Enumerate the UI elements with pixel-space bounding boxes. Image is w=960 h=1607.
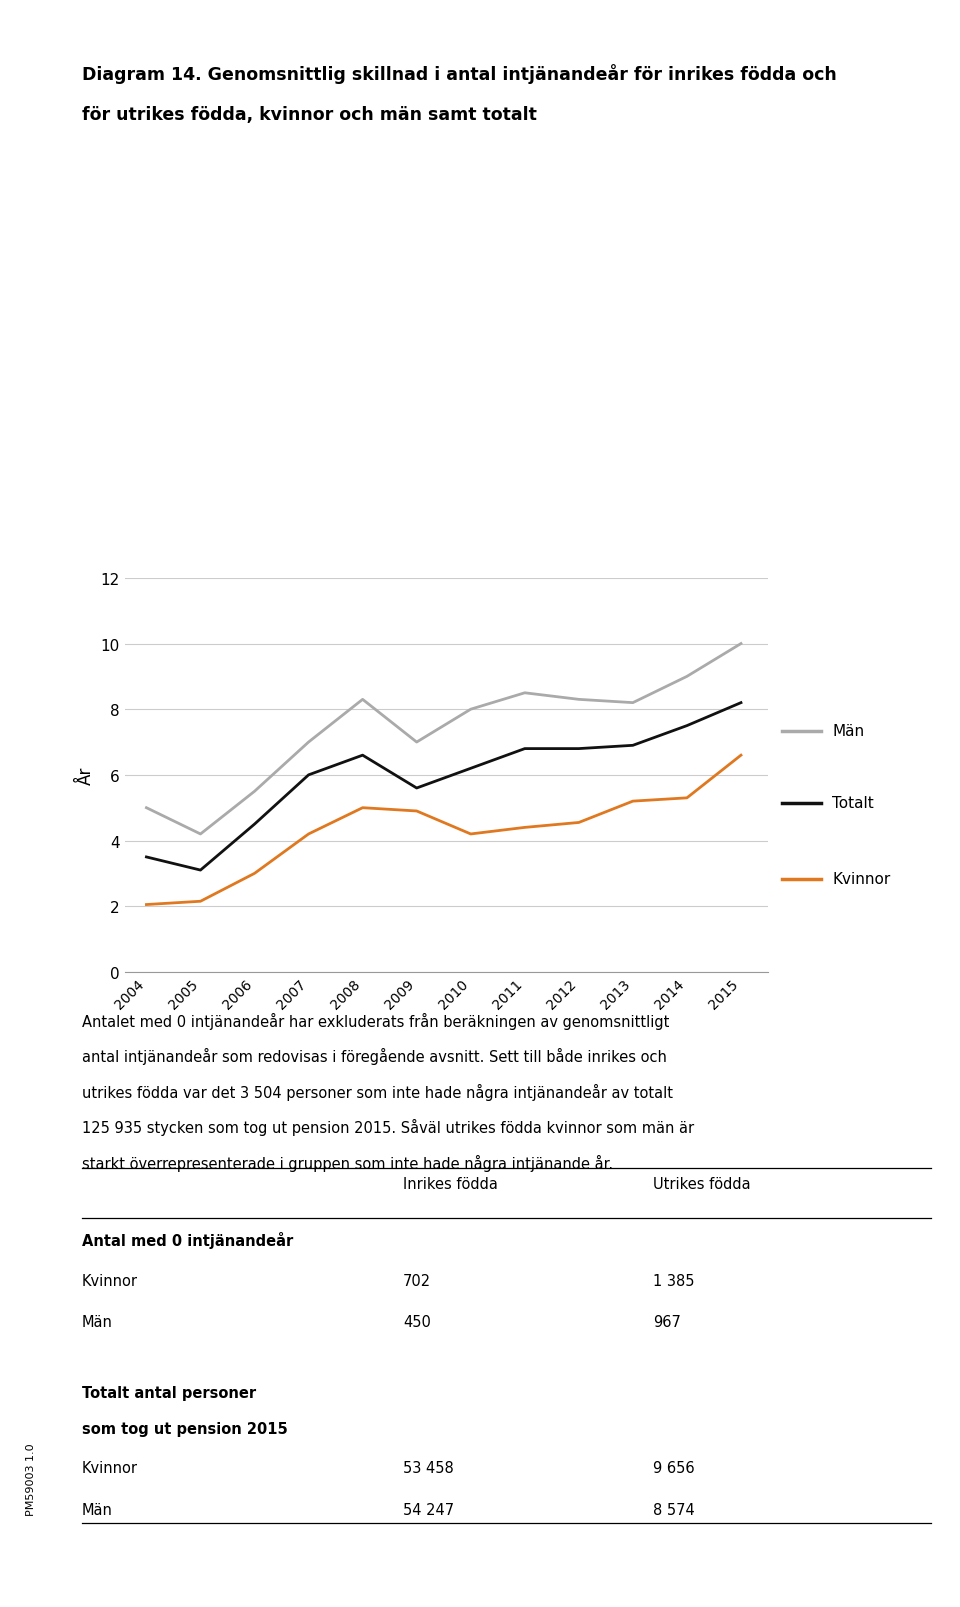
Text: 8 574: 8 574 — [653, 1503, 694, 1517]
Text: Totalt antal personer: Totalt antal personer — [82, 1385, 255, 1400]
Text: Kvinnor: Kvinnor — [832, 871, 891, 887]
Y-axis label: År: År — [77, 767, 95, 784]
Text: 9 656: 9 656 — [653, 1461, 694, 1475]
Text: antal intjänandeår som redovisas i föregående avsnitt. Sett till både inrikes oc: antal intjänandeår som redovisas i föreg… — [82, 1048, 666, 1065]
Text: Totalt: Totalt — [832, 795, 874, 812]
Text: Kvinnor: Kvinnor — [82, 1273, 137, 1287]
Text: för utrikes födda, kvinnor och män samt totalt: för utrikes födda, kvinnor och män samt … — [82, 106, 537, 124]
Text: 967: 967 — [653, 1315, 681, 1329]
Text: 702: 702 — [403, 1273, 431, 1287]
Text: Män: Män — [82, 1315, 112, 1329]
Text: 53 458: 53 458 — [403, 1461, 454, 1475]
Text: PM59003 1.0: PM59003 1.0 — [26, 1441, 36, 1515]
Text: Inrikes födda: Inrikes födda — [403, 1176, 498, 1191]
Text: 1 385: 1 385 — [653, 1273, 694, 1287]
Text: Utrikes födda: Utrikes födda — [653, 1176, 751, 1191]
Text: 125 935 stycken som tog ut pension 2015. Såväl utrikes födda kvinnor som män är: 125 935 stycken som tog ut pension 2015.… — [82, 1118, 694, 1136]
Text: starkt överrepresenterade i gruppen som inte hade några intjänande år.: starkt överrepresenterade i gruppen som … — [82, 1154, 612, 1172]
Text: 54 247: 54 247 — [403, 1503, 454, 1517]
Text: Kvinnor: Kvinnor — [82, 1461, 137, 1475]
Text: Män: Män — [832, 723, 864, 739]
Text: Antal med 0 intjänandeår: Antal med 0 intjänandeår — [82, 1231, 293, 1249]
Text: Män: Män — [82, 1503, 112, 1517]
Text: som tog ut pension 2015: som tog ut pension 2015 — [82, 1421, 287, 1435]
Text: utrikes födda var det 3 504 personer som inte hade några intjänandeår av totalt: utrikes födda var det 3 504 personer som… — [82, 1083, 673, 1101]
Text: 450: 450 — [403, 1315, 431, 1329]
Text: Diagram 14. Genomsnittlig skillnad i antal intjänandeår för inrikes födda och: Diagram 14. Genomsnittlig skillnad i ant… — [82, 64, 836, 84]
Text: Antalet med 0 intjänandeår har exkluderats från beräkningen av genomsnittligt: Antalet med 0 intjänandeår har exkludera… — [82, 1012, 669, 1030]
